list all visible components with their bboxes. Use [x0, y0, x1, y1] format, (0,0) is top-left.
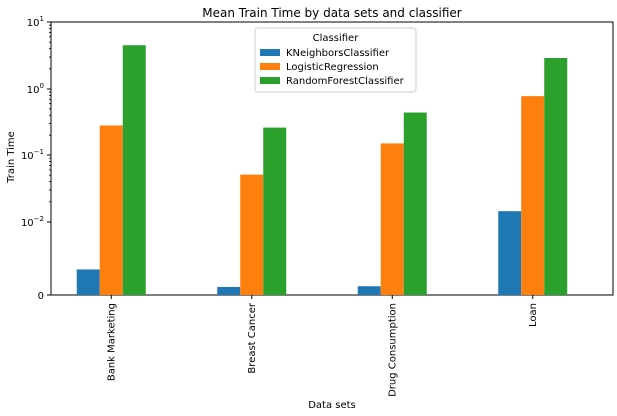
- bar-randomforestclassifier-loan: [544, 58, 568, 295]
- bar-logisticregression-bank-marketing: [99, 125, 123, 296]
- bar-kneighborsclassifier-breast-cancer: [217, 286, 241, 295]
- y-tick-label: 101: [27, 15, 44, 29]
- bar-kneighborsclassifier-drug-consumption: [357, 286, 381, 295]
- bar-logisticregression-breast-cancer: [240, 174, 264, 295]
- y-tick-label: 10−2: [21, 215, 44, 229]
- bar-logisticregression-drug-consumption: [380, 143, 404, 295]
- y-tick-label: 10−1: [21, 148, 44, 162]
- chart-title: Mean Train Time by data sets and classif…: [202, 6, 462, 20]
- plot-area: [50, 21, 614, 296]
- plot-frame: [50, 21, 614, 296]
- y-tick-label: 0: [38, 291, 44, 302]
- legend-item-label: KNeighborsClassifier: [286, 48, 390, 59]
- bar-randomforestclassifier-drug-consumption: [403, 112, 427, 295]
- legend-swatch: [260, 49, 280, 56]
- legend-swatch: [260, 63, 280, 70]
- bar-logisticregression-loan: [521, 96, 545, 296]
- legend-box: [254, 27, 417, 93]
- legend-title: Classifier: [313, 33, 360, 44]
- bar-kneighborsclassifier-loan: [498, 211, 522, 295]
- legend-swatch: [260, 77, 280, 84]
- legend: Classifier KNeighborsClassifier LogisticRe…: [254, 27, 417, 93]
- x-tick-label: Loan: [528, 303, 539, 327]
- bar-randomforestclassifier-bank-marketing: [122, 45, 146, 296]
- x-tick-label: Breast Cancer: [247, 302, 258, 373]
- bar-randomforestclassifier-breast-cancer: [263, 127, 287, 295]
- legend-item-label: LogisticRegression: [286, 62, 379, 73]
- y-axis-label: Train Time: [6, 131, 17, 184]
- x-tick-label: Drug Consumption: [387, 303, 398, 397]
- bar-kneighborsclassifier-bank-marketing: [76, 269, 100, 295]
- y-tick-label: 100: [27, 82, 44, 96]
- x-tick-label: Bank Marketing: [106, 303, 117, 381]
- legend-item-label: RandomForestClassifier: [286, 76, 405, 87]
- x-axis-label: Data sets: [308, 400, 356, 411]
- y-axis: 0 10−2 10−1 100 101: [21, 15, 51, 302]
- x-axis: Bank Marketing Breast Cancer Drug Consumpt…: [106, 295, 539, 397]
